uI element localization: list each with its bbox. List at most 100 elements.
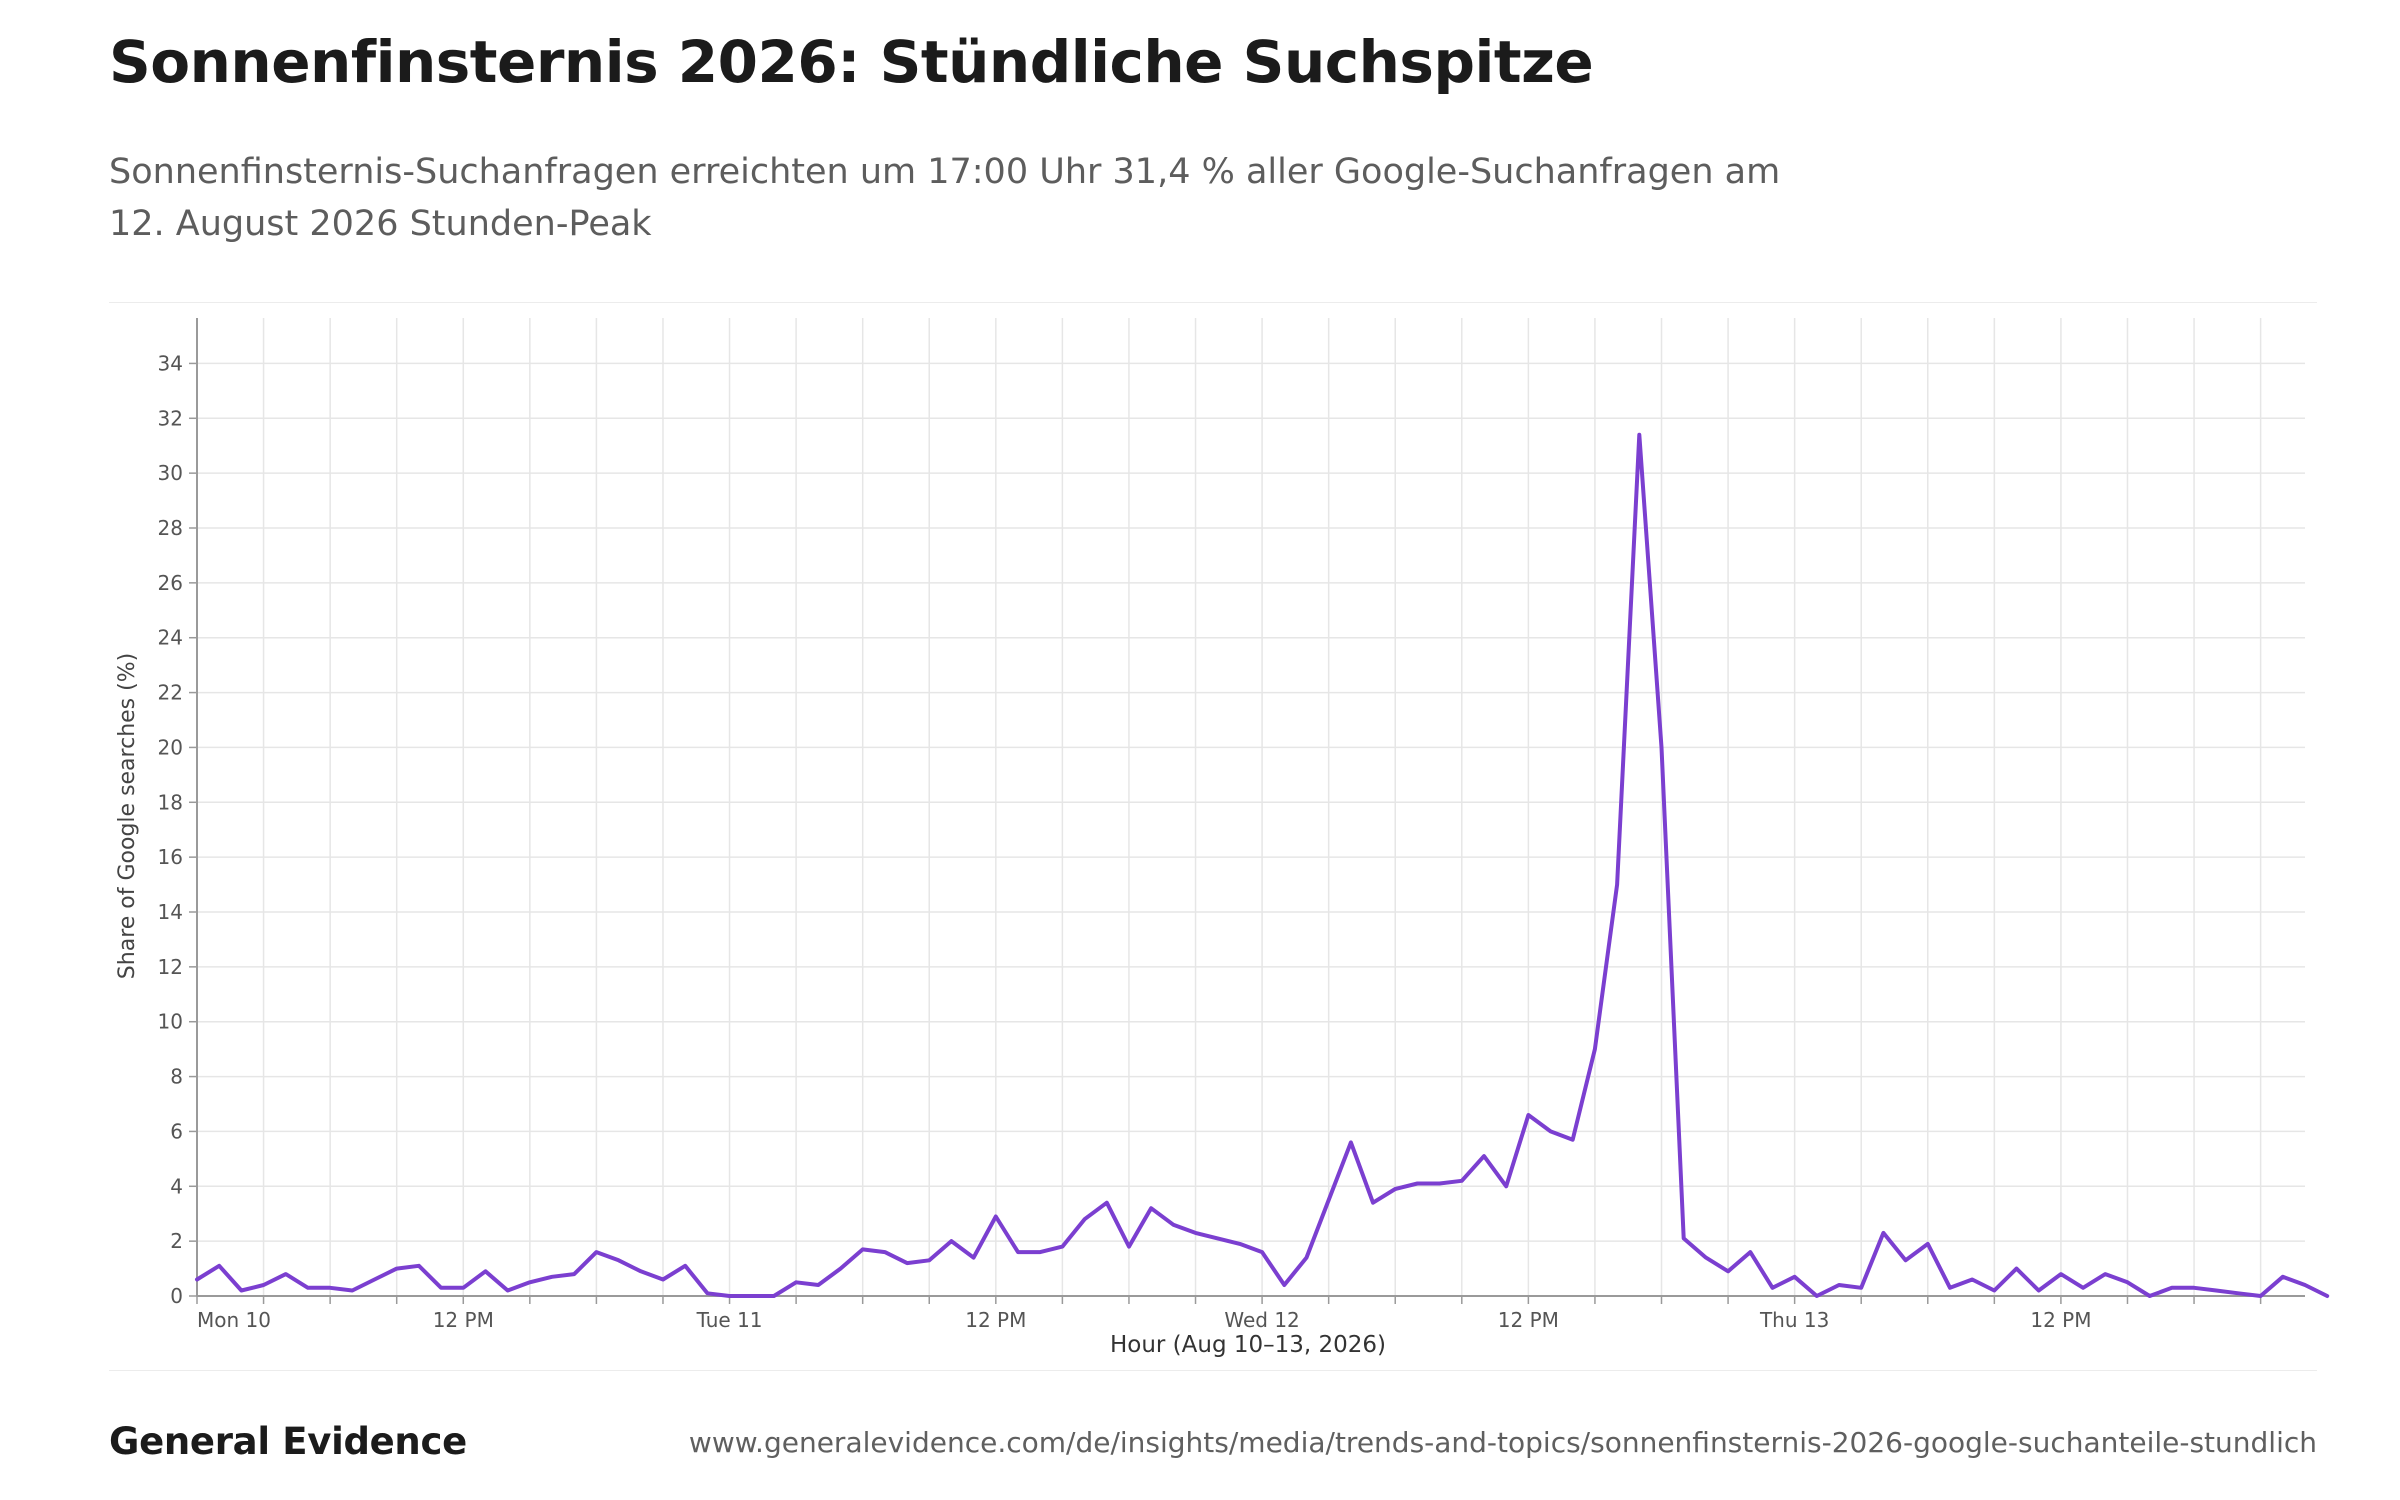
data-point bbox=[1415, 1182, 1419, 1186]
x-tick-label: 12 PM bbox=[965, 1308, 1026, 1332]
data-point bbox=[1371, 1201, 1375, 1205]
y-tick-label: 12 bbox=[158, 955, 183, 979]
data-point bbox=[284, 1272, 288, 1276]
data-point bbox=[839, 1267, 843, 1271]
y-tick-label: 0 bbox=[170, 1284, 183, 1308]
data-point bbox=[2015, 1267, 2019, 1271]
data-point bbox=[2148, 1294, 2152, 1298]
data-point bbox=[2037, 1289, 2041, 1293]
data-point bbox=[262, 1283, 266, 1287]
data-point bbox=[1305, 1256, 1309, 1260]
data-point bbox=[1549, 1129, 1553, 1133]
data-point bbox=[1815, 1294, 1819, 1298]
data-point bbox=[1593, 1047, 1597, 1051]
data-point bbox=[2236, 1291, 2240, 1295]
data-point bbox=[1171, 1223, 1175, 1227]
data-point bbox=[1859, 1286, 1863, 1290]
data-point bbox=[1105, 1201, 1109, 1205]
y-tick-label: 34 bbox=[158, 351, 183, 375]
y-axis-label: Share of Google searches (%) bbox=[115, 653, 140, 979]
y-tick-label: 10 bbox=[158, 1010, 183, 1034]
data-point bbox=[794, 1280, 798, 1284]
x-tick-label: Thu 13 bbox=[1759, 1308, 1829, 1332]
data-point bbox=[417, 1264, 421, 1268]
data-point bbox=[617, 1258, 621, 1262]
data-point bbox=[1393, 1187, 1397, 1191]
x-tick-label: Mon 10 bbox=[197, 1308, 271, 1332]
data-point bbox=[1992, 1289, 1996, 1293]
data-point bbox=[550, 1275, 554, 1279]
data-point bbox=[439, 1286, 443, 1290]
x-tick-label: 12 PM bbox=[433, 1308, 494, 1332]
data-point bbox=[639, 1269, 643, 1273]
data-point bbox=[2126, 1280, 2130, 1284]
data-point bbox=[1881, 1231, 1885, 1235]
data-point bbox=[1748, 1250, 1752, 1254]
data-point bbox=[1260, 1250, 1264, 1254]
data-point bbox=[572, 1272, 576, 1276]
y-tick-label: 2 bbox=[170, 1229, 183, 1253]
y-tick-label: 14 bbox=[158, 900, 183, 924]
data-point bbox=[2281, 1275, 2285, 1279]
data-point bbox=[1904, 1258, 1908, 1262]
data-point bbox=[217, 1264, 221, 1268]
data-point bbox=[1238, 1242, 1242, 1246]
data-point bbox=[705, 1291, 709, 1295]
data-point bbox=[1282, 1283, 1286, 1287]
y-tick-label: 28 bbox=[158, 516, 183, 540]
data-point bbox=[2214, 1289, 2218, 1293]
brand-name: General Evidence bbox=[109, 1420, 467, 1463]
x-tick-label: Tue 11 bbox=[696, 1308, 763, 1332]
y-tick-label: 24 bbox=[158, 626, 183, 650]
data-point bbox=[2059, 1272, 2063, 1276]
x-tick-label: 12 PM bbox=[1498, 1308, 1559, 1332]
y-tick-label: 16 bbox=[158, 845, 183, 869]
divider-top bbox=[109, 302, 2317, 303]
data-point bbox=[2303, 1283, 2307, 1287]
data-point bbox=[1571, 1138, 1575, 1142]
series-group bbox=[195, 432, 2330, 1298]
data-point bbox=[1926, 1242, 1930, 1246]
data-point bbox=[1327, 1198, 1331, 1202]
data-point bbox=[1637, 433, 1641, 437]
data-point bbox=[195, 1278, 199, 1282]
data-point bbox=[306, 1286, 310, 1290]
y-tick-label: 8 bbox=[170, 1065, 183, 1089]
y-tick-label: 26 bbox=[158, 571, 183, 595]
horizontal-gridlines bbox=[189, 362, 2305, 1297]
data-point bbox=[949, 1239, 953, 1243]
data-point bbox=[728, 1294, 732, 1298]
data-point bbox=[772, 1294, 776, 1298]
data-point bbox=[528, 1280, 532, 1284]
data-point bbox=[1726, 1269, 1730, 1273]
data-point bbox=[1660, 745, 1664, 749]
data-point bbox=[816, 1283, 820, 1287]
y-tick-label: 22 bbox=[158, 681, 183, 705]
data-point bbox=[2081, 1286, 2085, 1290]
data-point bbox=[661, 1278, 665, 1282]
data-point bbox=[1438, 1182, 1442, 1186]
data-point bbox=[2259, 1294, 2263, 1298]
data-point bbox=[1016, 1250, 1020, 1254]
data-point bbox=[461, 1286, 465, 1290]
y-tick-label: 30 bbox=[158, 461, 183, 485]
data-point bbox=[994, 1215, 998, 1219]
data-point bbox=[1948, 1286, 1952, 1290]
x-tick-labels: Mon 10 12 PM Tue 11 12 PM Wed 12 12 PM Thu 13 1… bbox=[197, 1308, 2091, 1332]
x-tick-label: 12 PM bbox=[2030, 1308, 2091, 1332]
vertical-gridlines bbox=[196, 318, 2262, 1304]
data-point bbox=[1837, 1283, 1841, 1287]
data-point bbox=[927, 1258, 931, 1262]
data-point bbox=[1216, 1236, 1220, 1240]
data-point bbox=[1460, 1179, 1464, 1183]
data-point bbox=[1526, 1113, 1530, 1117]
data-point bbox=[1793, 1275, 1797, 1279]
y-tick-label: 18 bbox=[158, 790, 183, 814]
data-point bbox=[683, 1264, 687, 1268]
data-point bbox=[506, 1289, 510, 1293]
data-point bbox=[2103, 1272, 2107, 1276]
data-point bbox=[239, 1289, 243, 1293]
source-url: www.generalevidence.com/de/insights/medi… bbox=[688, 1426, 2317, 1459]
